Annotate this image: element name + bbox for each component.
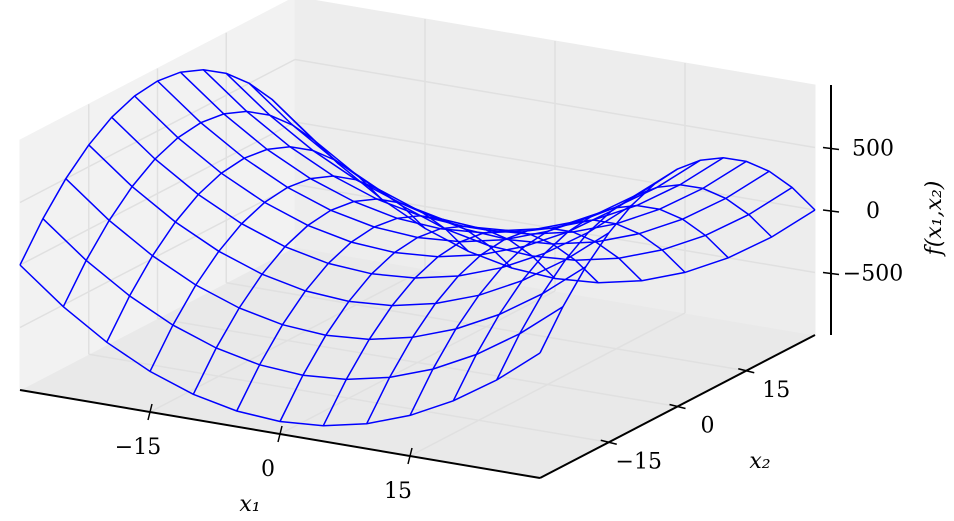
x-tick-label: 0 bbox=[261, 457, 275, 482]
y-tick-label: 0 bbox=[701, 414, 715, 439]
y-axis-line bbox=[539, 334, 816, 479]
wire-column bbox=[322, 229, 599, 427]
wireframe bbox=[19, 68, 816, 427]
wire-column bbox=[192, 198, 469, 395]
grid-line bbox=[226, 282, 747, 372]
y-tick-label: 15 bbox=[762, 378, 790, 403]
wire-column bbox=[106, 146, 383, 343]
grid-line bbox=[294, 121, 816, 211]
z-tick-label: −500 bbox=[843, 262, 903, 287]
y-tick-label: −15 bbox=[616, 449, 662, 474]
wire-column bbox=[452, 204, 729, 402]
x-tick-label: −15 bbox=[115, 435, 161, 460]
axes: −15 0 15 −15 0 15 −500 0 500 bbox=[19, 85, 903, 504]
z-tick-label: 0 bbox=[866, 199, 880, 224]
wire-column bbox=[19, 68, 296, 266]
grid-line bbox=[19, 183, 296, 329]
x-tick-label: 15 bbox=[384, 479, 412, 504]
wire-column bbox=[366, 227, 643, 425]
wire-column bbox=[62, 110, 339, 308]
y-axis-label: x₂ bbox=[749, 449, 770, 474]
z-tick-label: 500 bbox=[852, 137, 894, 162]
grid-line bbox=[294, 58, 816, 149]
wire-column bbox=[236, 214, 513, 412]
x-axis-label: x₁ bbox=[239, 492, 260, 517]
grid-line bbox=[157, 317, 678, 408]
z-axis-label: f(x₁,x₂) bbox=[922, 181, 947, 258]
grid bbox=[19, 19, 816, 457]
x-axis-line bbox=[19, 389, 541, 479]
wire-column bbox=[149, 175, 426, 372]
wire-column bbox=[279, 225, 556, 422]
wire-column bbox=[409, 219, 686, 416]
wire-column bbox=[539, 156, 816, 354]
wire-column bbox=[496, 183, 773, 381]
grid-line bbox=[88, 353, 609, 443]
